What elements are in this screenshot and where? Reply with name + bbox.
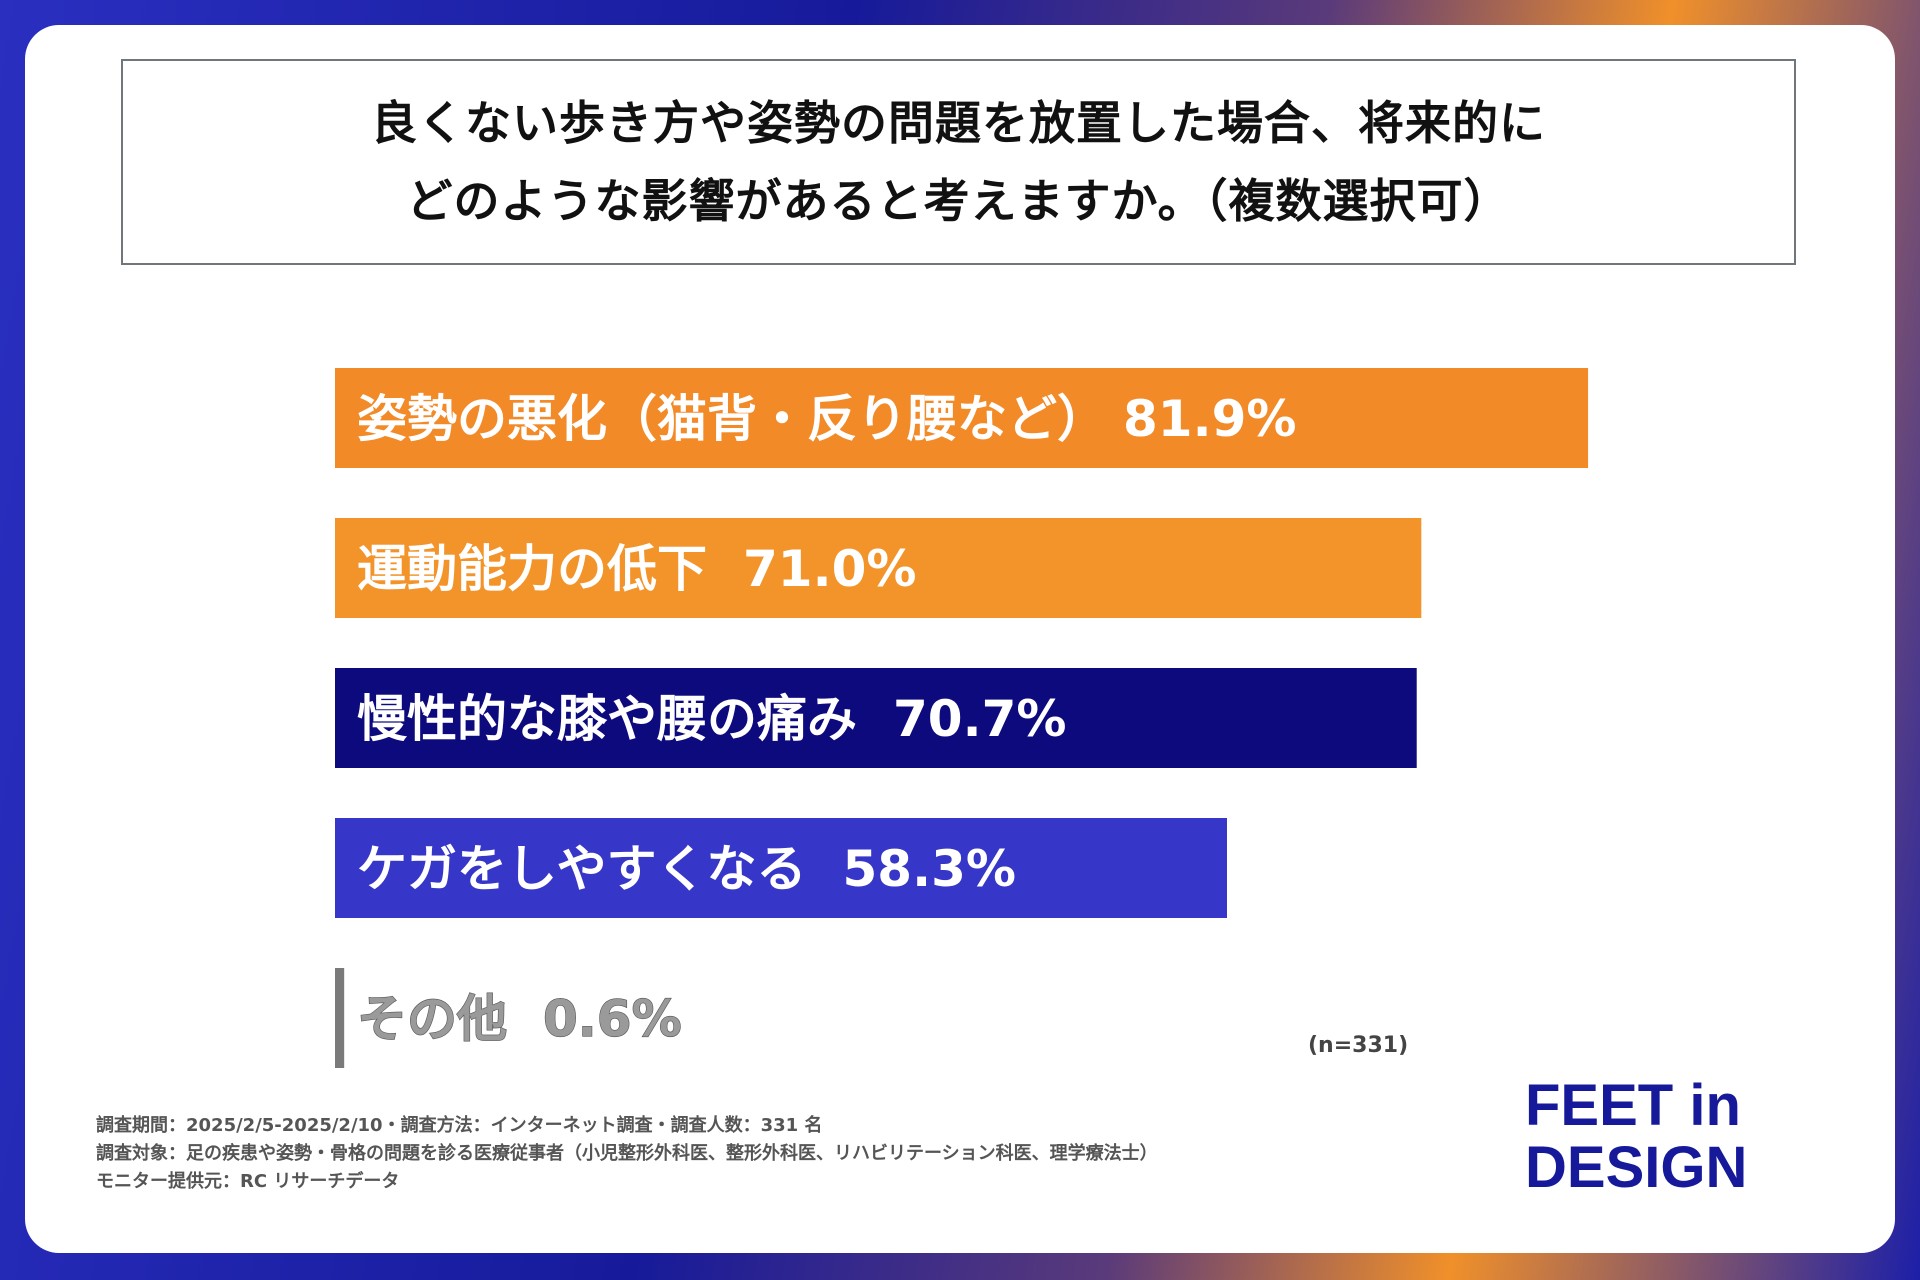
category-label-1: 姿勢の悪化（猫背・反り腰など）	[357, 390, 1107, 448]
value-label-4: 58.3%	[843, 840, 1016, 898]
footer-line-3: モニター提供元：RC リサーチデータ	[96, 1171, 400, 1192]
bar-label-5: その他 0.6%	[357, 990, 682, 1048]
value-label-1: 81.9%	[1123, 390, 1296, 448]
bar-label-2: 運動能力の低下 71.0%	[357, 540, 916, 598]
feet-in-design-logo: FEET in DESIGN	[1525, 1075, 1747, 1199]
bar-4	[335, 818, 1227, 918]
question-box: 良くない歩き方や姿勢の問題を放置した場合、将来的に どのような影響があると考えま…	[121, 59, 1796, 265]
logo-line-1: FEET in	[1525, 1073, 1741, 1138]
category-label-2: 運動能力の低下	[357, 540, 707, 598]
value-label-5: 0.6%	[543, 990, 682, 1048]
logo-line-2: DESIGN	[1525, 1135, 1748, 1200]
survey-footer: 調査期間：2025/2/5-2025/2/10・調査方法：インターネット調査・調…	[96, 1112, 1158, 1196]
bar-2	[335, 518, 1422, 618]
value-label-3: 70.7%	[893, 690, 1066, 748]
bar-3	[335, 668, 1417, 768]
bar-5	[335, 968, 345, 1068]
question-line-2: どのような影響があると考えますか。（複数選択可）	[406, 174, 1511, 228]
bar-label-1: 姿勢の悪化（猫背・反り腰など） 81.9%	[357, 390, 1296, 448]
category-label-4: ケガをしやすくなる	[357, 840, 807, 898]
category-label-5: その他	[357, 990, 507, 1048]
question-line-1: 良くない歩き方や姿勢の問題を放置した場合、将来的に	[371, 96, 1546, 150]
sample-size: (n=331)	[1308, 1033, 1409, 1058]
category-label-3: 慢性的な膝や腰の痛み	[357, 690, 857, 748]
bar-1	[335, 368, 1589, 468]
footer-line-2: 調査対象：足の疾患や姿勢・骨格の問題を診る医療従事者（小児整形外科医、整形外科医…	[96, 1143, 1158, 1164]
bar-label-3: 慢性的な膝や腰の痛み 70.7%	[357, 690, 1066, 748]
value-label-2: 71.0%	[743, 540, 916, 598]
bar-label-4: ケガをしやすくなる 58.3%	[357, 840, 1016, 898]
footer-line-1: 調査期間：2025/2/5-2025/2/10・調査方法：インターネット調査・調…	[96, 1115, 823, 1136]
